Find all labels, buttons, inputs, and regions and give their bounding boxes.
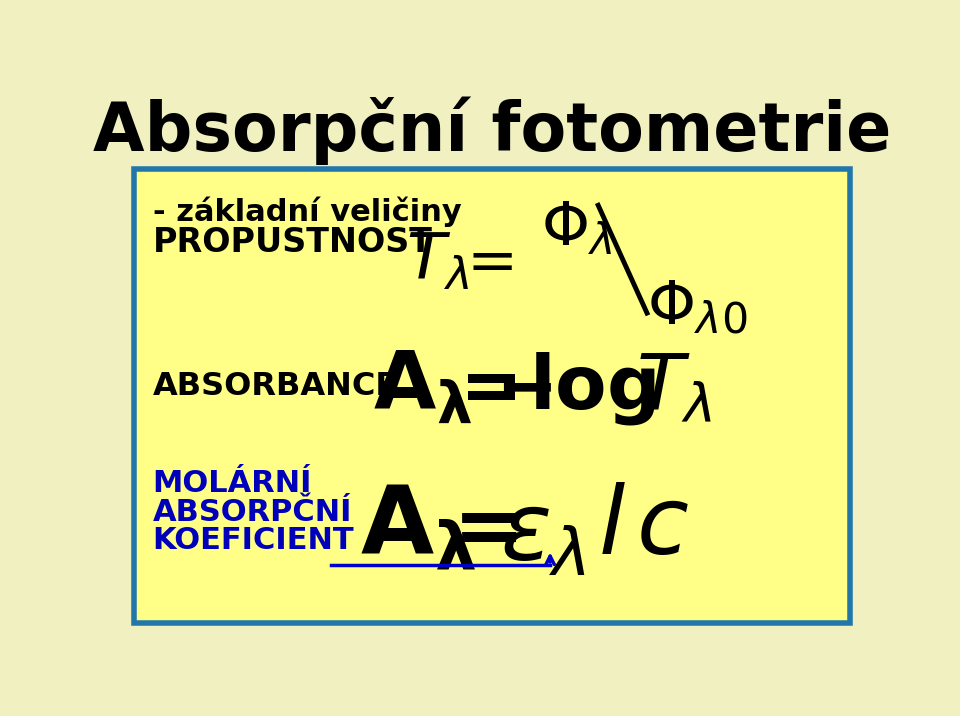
Text: ABSORPČNÍ: ABSORPČNÍ (153, 498, 352, 527)
Text: $\mathbf{A}_{\boldsymbol{\lambda}}$: $\mathbf{A}_{\boldsymbol{\lambda}}$ (360, 483, 476, 574)
Text: $\mathbf{=}$: $\mathbf{=}$ (444, 352, 516, 425)
Text: ABSORBANCE: ABSORBANCE (153, 371, 397, 402)
Text: - základní veličiny: - základní veličiny (153, 196, 462, 226)
Text: $\mathbf{A}_{\boldsymbol{\lambda}}$: $\mathbf{A}_{\boldsymbol{\lambda}}$ (372, 349, 471, 427)
Text: $\varepsilon_{\lambda}$: $\varepsilon_{\lambda}$ (500, 488, 585, 579)
Text: $\mathbf{=}$: $\mathbf{=}$ (436, 487, 517, 570)
Text: $T_{\lambda}$: $T_{\lambda}$ (636, 351, 712, 427)
Text: $T_{\lambda}$: $T_{\lambda}$ (406, 231, 469, 292)
FancyBboxPatch shape (134, 169, 850, 624)
Text: $=$: $=$ (455, 232, 514, 291)
Text: PROPUSTNOST: PROPUSTNOST (153, 226, 432, 259)
Text: KOEFICIENT: KOEFICIENT (153, 526, 354, 556)
Text: Absorpční fotometrie: Absorpční fotometrie (93, 97, 891, 165)
Text: $\mathbf{log}$: $\mathbf{log}$ (530, 350, 656, 427)
Text: $\mathbf{-}$: $\mathbf{-}$ (494, 352, 551, 425)
Text: $c$: $c$ (636, 482, 689, 573)
Text: $l$: $l$ (598, 482, 626, 573)
Text: MOLÁRNÍ: MOLÁRNÍ (153, 470, 312, 498)
Text: $\Phi_{\lambda 0}$: $\Phi_{\lambda 0}$ (647, 279, 748, 337)
Text: $\Phi_{\lambda}$: $\Phi_{\lambda}$ (541, 199, 613, 258)
